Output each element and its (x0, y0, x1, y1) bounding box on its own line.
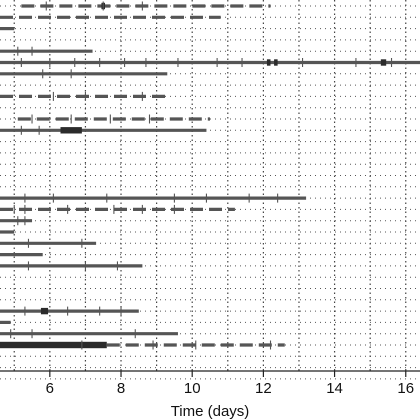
x-tick-label: 12 (255, 380, 272, 397)
x-tick-label: 14 (326, 380, 343, 397)
event-block (40, 307, 49, 315)
x-tick-label: 8 (117, 380, 125, 397)
event-block (274, 59, 278, 66)
event-block (60, 127, 82, 134)
event-block (0, 341, 107, 349)
x-tick-label: 6 (46, 380, 54, 397)
x-tick-label: 16 (397, 380, 414, 397)
grid-lines (0, 0, 420, 380)
swimmer-bars (0, 1, 420, 350)
x-axis (0, 370, 420, 377)
event-block (266, 59, 271, 66)
event-block (380, 59, 387, 66)
x-axis-title: Time (days) (171, 403, 250, 420)
x-tick-labels: 6 8 10 12 14 16 (46, 380, 414, 397)
x-tick-label: 10 (184, 380, 201, 397)
